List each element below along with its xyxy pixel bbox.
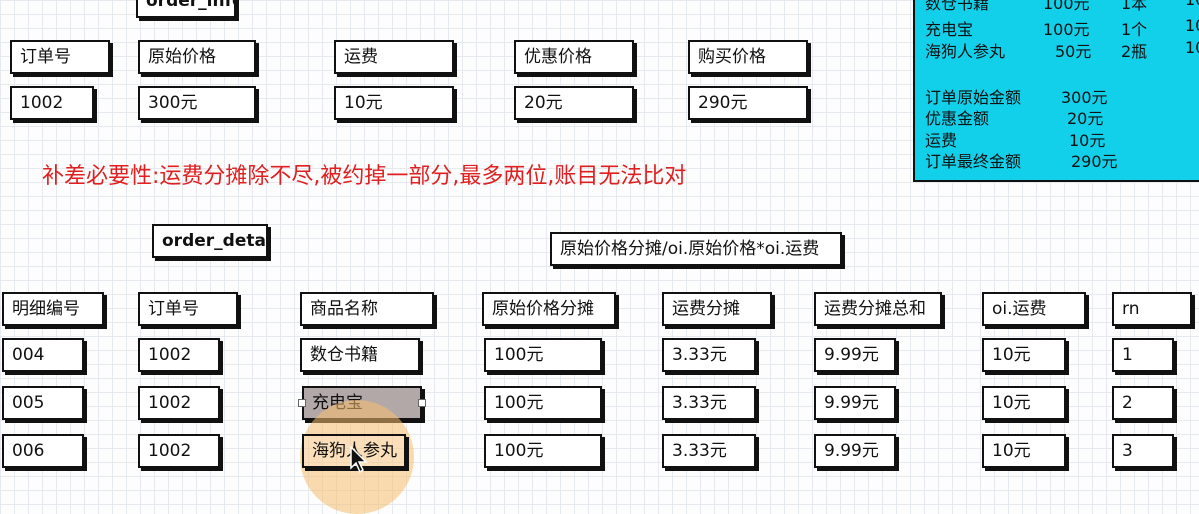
summary-total-value: 20元 [1067,109,1104,128]
left-resize-handle[interactable] [298,399,306,407]
detail-header-rn: rn [1112,292,1192,326]
order-info-title: order_info [136,0,236,18]
detail-cell-rn: 1 [1112,338,1174,372]
detail-cell-shipping-share-sum: 9.99元 [814,386,896,420]
summary-total-value: 290元 [1071,152,1118,171]
summary-item-qty: 1本 [1121,0,1148,13]
detail-cell-price-share: 100元 [484,434,602,468]
detail-cell-shipping-share: 3.33元 [662,386,756,420]
mouse-cursor-icon [350,446,368,474]
detail-cell-order-id: 1002 [138,386,220,420]
summary-item-name: 海狗人参丸 [925,42,1006,61]
summary-item-total: 100 [1185,38,1199,57]
summary-item-price: 50元 [1055,42,1092,61]
detail-cell-oi-shipping: 10元 [982,338,1066,372]
detail-cell-shipping-share: 3.33元 [662,434,756,468]
rounding-note: 补差必要性:运费分摊除不尽,被约掉一部分,最多两位,账目无法比对 [42,164,687,189]
formula-label: 原始价格分摊/oi.原始价格*oi.运费 [550,232,842,266]
summary-item-name: 充电宝 [925,20,974,39]
summary-item-qty: 2瓶 [1121,42,1148,61]
detail-cell-oi-shipping: 10元 [982,434,1066,468]
detail-header-order-id: 订单号 [138,292,238,326]
detail-header-item-id: 明细编号 [2,292,104,326]
detail-cell-rn: 3 [1112,434,1174,468]
detail-header-shipping-share: 运费分摊 [662,292,772,326]
summary-item-price: 100元 [1043,20,1090,39]
detail-cell-order-id: 1002 [138,338,220,372]
summary-total-label: 订单原始金额 [925,88,1022,107]
summary-total-value: 10元 [1069,131,1106,150]
order-info-value-original-price: 300元 [138,86,256,120]
order-info-value-shipping: 10元 [334,86,454,120]
summary-item-qty: 1个 [1121,20,1148,39]
order-detail-title: order_detail [152,224,268,258]
detail-header-price-share: 原始价格分摊 [482,292,616,326]
order-info-header-purchase-price: 购买价格 [688,40,808,74]
order-info-value-purchase-price: 290元 [688,86,808,120]
detail-cell-shipping-share: 3.33元 [662,338,756,372]
summary-panel: 数仓书籍 100元 1本 100 充电宝 100元 1个 100 海狗人参丸 5… [913,0,1199,182]
detail-header-oi-shipping: oi.运费 [982,292,1086,326]
detail-cell-order-id: 1002 [138,434,220,468]
order-info-value-discount: 20元 [514,86,634,120]
summary-total-value: 300元 [1061,88,1108,107]
detail-cell-item-id: 005 [2,386,84,420]
summary-total-label: 优惠金额 [925,109,990,128]
detail-cell-price-share: 100元 [484,386,602,420]
summary-item-price: 100元 [1043,0,1090,13]
order-info-header-order-id: 订单号 [10,40,110,74]
detail-header-shipping-share-sum: 运费分摊总和 [814,292,942,326]
summary-total-label: 订单最终金额 [925,152,1022,171]
summary-item-total: 100 [1185,0,1199,9]
detail-cell-rn: 2 [1112,386,1174,420]
detail-cell-item-id: 004 [2,338,84,372]
detail-cell-oi-shipping: 10元 [982,386,1066,420]
summary-total-label: 运费 [925,131,958,150]
summary-item-total: 100 [1185,16,1199,35]
order-info-header-discount: 优惠价格 [514,40,634,74]
detail-cell-product-name: 数仓书籍 [300,338,420,372]
order-info-header-original-price: 原始价格 [138,40,256,74]
detail-cell-shipping-share-sum: 9.99元 [814,338,896,372]
summary-item-name: 数仓书籍 [925,0,990,13]
detail-cell-item-id: 006 [2,434,84,468]
order-info-header-shipping: 运费 [334,40,454,74]
right-resize-handle[interactable] [418,399,426,407]
order-info-value-order-id: 1002 [10,86,94,120]
detail-cell-shipping-share-sum: 9.99元 [814,434,896,468]
detail-header-product-name: 商品名称 [300,292,434,326]
detail-cell-price-share: 100元 [484,338,602,372]
